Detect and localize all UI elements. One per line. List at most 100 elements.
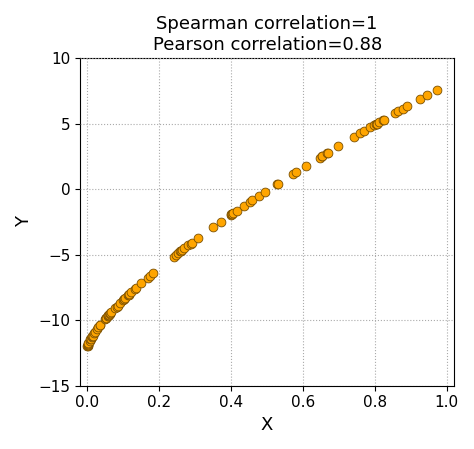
Point (114, 302, 121, 309)
Point (88, 333, 96, 340)
Point (144, 274, 152, 281)
Title: Spearman correlation=1
Pearson correlation=0.88: Spearman correlation=1 Pearson correlati… (153, 15, 382, 54)
Point (356, 130, 364, 137)
Point (433, 86, 440, 93)
Point (121, 295, 128, 302)
Point (380, 116, 388, 123)
Point (95, 324, 102, 331)
Point (228, 211, 235, 218)
Point (233, 207, 241, 214)
Point (173, 251, 180, 258)
Point (417, 95, 424, 102)
Point (178, 247, 185, 254)
Point (391, 110, 399, 117)
Point (366, 124, 374, 131)
Point (370, 122, 377, 129)
Point (319, 152, 326, 159)
Point (88, 333, 96, 340)
Point (188, 239, 196, 246)
Y-axis label: Y: Y (15, 216, 33, 228)
Point (101, 315, 109, 322)
Point (399, 105, 407, 112)
Point (289, 171, 296, 178)
Point (324, 149, 332, 156)
Point (394, 108, 402, 115)
Point (121, 295, 129, 302)
Point (96, 321, 104, 329)
Point (228, 211, 235, 218)
Point (105, 312, 112, 319)
Point (334, 143, 342, 150)
Point (137, 280, 145, 287)
Point (91, 330, 98, 337)
Point (261, 188, 269, 195)
Point (318, 153, 326, 160)
Point (84, 341, 91, 348)
Point (174, 249, 182, 256)
Point (181, 245, 188, 252)
Point (273, 180, 281, 188)
Point (132, 284, 140, 291)
Point (96, 322, 104, 329)
Point (372, 120, 380, 128)
Point (87, 335, 94, 343)
Point (229, 210, 237, 217)
Point (84, 343, 91, 350)
Point (104, 313, 111, 320)
Point (149, 270, 157, 277)
Point (228, 211, 236, 218)
Point (316, 154, 323, 161)
Point (380, 116, 387, 123)
Point (274, 180, 282, 187)
Point (89, 332, 96, 339)
Point (128, 289, 135, 296)
Point (120, 296, 128, 303)
Point (85, 340, 92, 347)
Point (84, 341, 92, 348)
Point (125, 291, 133, 298)
Point (209, 224, 217, 231)
Point (187, 240, 194, 247)
Point (403, 103, 411, 110)
Point (131, 286, 139, 293)
Point (102, 314, 110, 321)
Point (360, 128, 368, 135)
Point (373, 120, 381, 128)
Point (106, 310, 114, 317)
Point (126, 291, 133, 298)
Point (104, 312, 112, 319)
Point (119, 297, 127, 304)
Point (184, 242, 192, 249)
Point (302, 163, 310, 170)
Point (228, 211, 236, 218)
Point (324, 149, 331, 156)
Point (177, 247, 185, 254)
Point (113, 303, 120, 310)
Point (240, 202, 248, 210)
Point (84, 342, 91, 349)
Point (105, 312, 112, 319)
Point (194, 234, 202, 242)
Point (84, 341, 92, 348)
Point (423, 92, 430, 99)
Point (91, 328, 99, 335)
Point (116, 299, 124, 307)
Point (177, 248, 184, 255)
Point (249, 197, 256, 204)
Point (102, 315, 109, 322)
Point (170, 253, 177, 260)
Point (111, 304, 119, 312)
Point (125, 291, 132, 299)
Point (86, 337, 93, 344)
Point (146, 272, 154, 279)
Point (350, 133, 357, 141)
Point (217, 218, 225, 225)
Point (375, 119, 383, 126)
Point (87, 336, 94, 343)
Point (373, 120, 381, 127)
X-axis label: X: X (261, 416, 273, 434)
Point (246, 198, 254, 206)
Point (107, 310, 114, 317)
Point (255, 192, 263, 199)
Point (108, 308, 115, 316)
